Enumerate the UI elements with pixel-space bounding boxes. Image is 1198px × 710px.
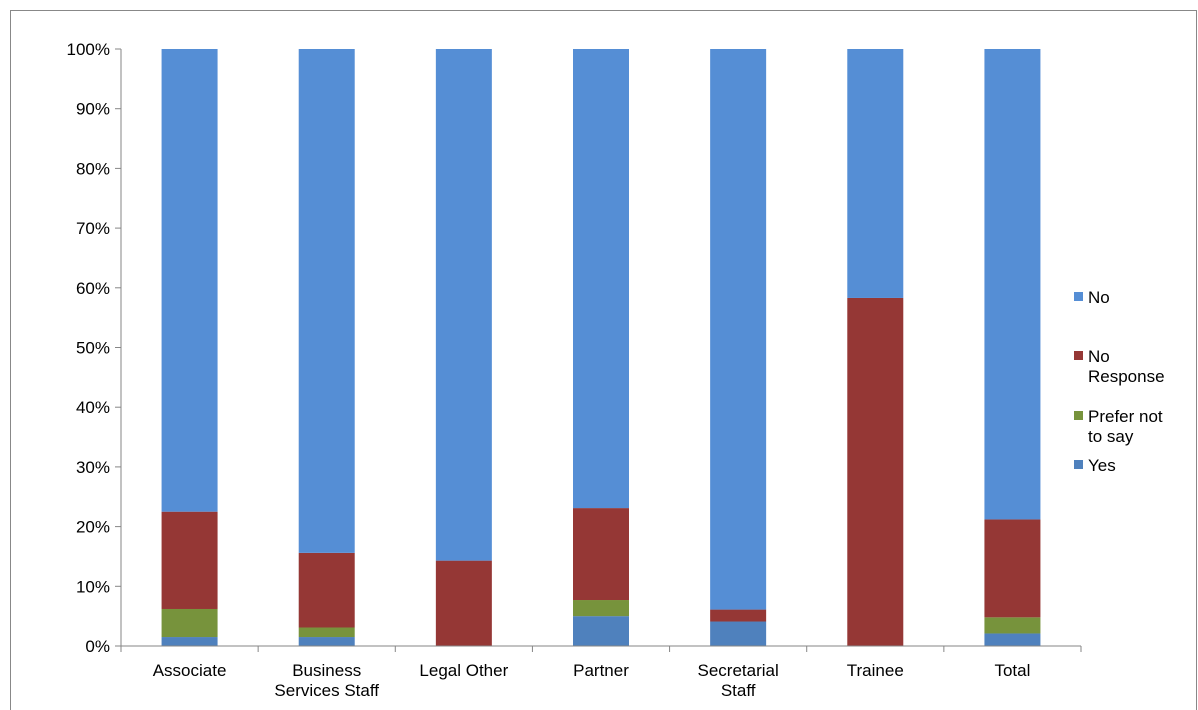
bar-segment-prefer-not-to-say [161,608,218,638]
legend-label: Yes [1088,456,1116,475]
y-tick-label: 0% [85,637,110,656]
bar-segment-no [161,49,218,512]
bar-segment-prefer-not-to-say [984,617,1041,634]
bar-segment-no-response [984,519,1041,618]
legend-swatch [1074,351,1083,360]
bar-segment-no [435,49,492,561]
legend-label: Response [1088,367,1165,386]
bar-segment-yes [298,637,355,646]
y-tick-label: 70% [76,219,110,238]
bar-segment-no-response [435,560,492,646]
axes-layer: 0% 10% 20% 30% 40% 50% 60% 70% 80% 90% 100% Associa… [67,40,1082,700]
bar-segment-yes [161,637,218,646]
chart-frame [10,10,1197,710]
x-tick-label: Business [292,661,361,680]
x-tick-label: Legal Other [419,661,508,680]
bar-segment-no [847,49,904,298]
y-tick-label: 30% [76,458,110,477]
legend-label: Prefer not [1088,407,1163,426]
y-tick-label: 80% [76,159,110,178]
bar-segment-prefer-not-to-say [298,627,355,638]
bar-segment-no [298,49,355,553]
x-tick-label: Total [994,661,1030,680]
legend-swatch [1074,460,1083,469]
x-tick-label: Partner [573,661,629,680]
bar-segment-no [710,49,767,610]
bars-layer [161,49,1041,646]
y-tick-label: 40% [76,398,110,417]
bar-segment-no-response [573,508,629,601]
y-tick-label: 20% [76,518,110,537]
bar-segment-yes [710,621,767,646]
y-tick-label: 10% [76,577,110,596]
bar-segment-no [573,49,629,509]
y-tick-label: 100% [67,40,110,59]
legend-swatch [1074,411,1083,420]
bar-segment-yes [984,633,1041,646]
x-tick-label: Trainee [847,661,904,680]
bar-segment-no-response [710,609,767,622]
y-tick-label: 50% [76,339,110,358]
y-tick-label: 60% [76,279,110,298]
bar-segment-yes [573,616,629,646]
x-tick-label: Staff [721,681,756,700]
legend-label: No [1088,288,1110,307]
y-tick-label: 90% [76,100,110,119]
bar-segment-no-response [298,552,355,628]
bar-segment-no [984,49,1041,520]
bar-segment-no-response [161,511,218,609]
legend-label: No [1088,347,1110,366]
x-tick-label: Secretarial [698,661,779,680]
legend-label: to say [1088,427,1134,446]
x-tick-label: Associate [153,661,227,680]
legend-swatch [1074,292,1083,301]
x-tick-label: Services Staff [274,681,379,700]
bar-segment-no-response [847,297,904,646]
bar-segment-prefer-not-to-say [573,600,629,617]
